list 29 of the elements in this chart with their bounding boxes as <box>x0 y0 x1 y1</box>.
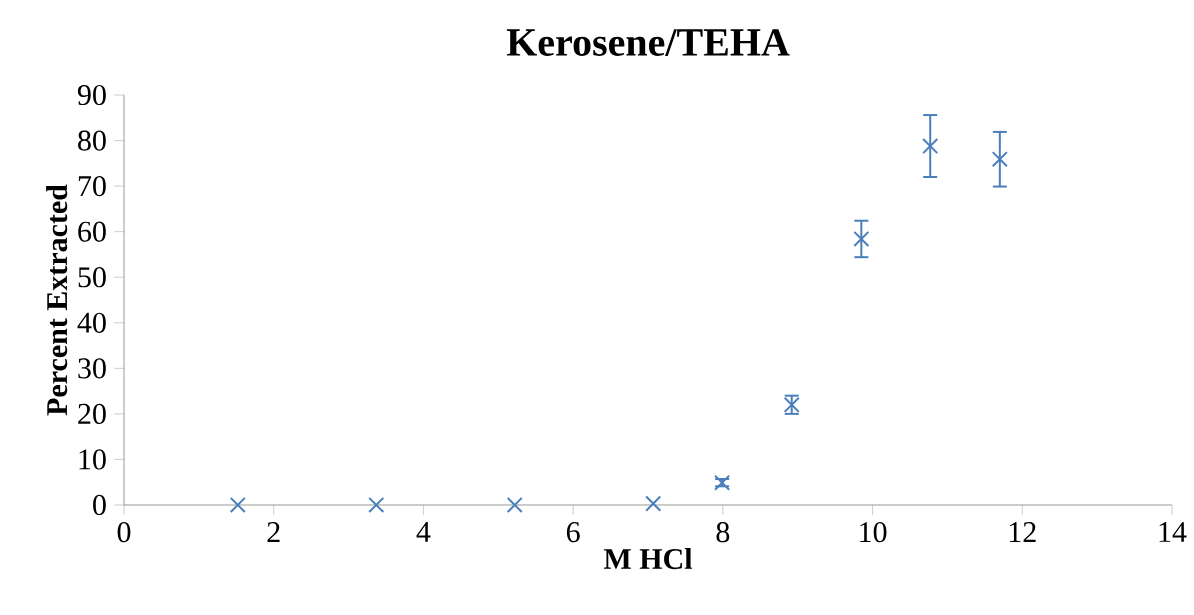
x-tick-label: 4 <box>416 522 431 542</box>
y-tick-label: 90 <box>77 84 106 106</box>
x-tick-label: 0 <box>117 522 131 543</box>
y-tick-label: 40 <box>77 312 106 333</box>
y-tick-label: 50 <box>78 267 106 288</box>
point <box>645 495 662 512</box>
y-tick-label: 0 <box>93 494 106 516</box>
y-tick-label: 10 <box>79 449 106 470</box>
x-tick-label: 10 <box>860 522 887 543</box>
y-tick-label: 70 <box>78 175 106 197</box>
x-axis-title: M HCl <box>603 548 693 570</box>
x-tick-label: 8 <box>716 522 730 543</box>
y-tick-label: 60 <box>78 221 106 242</box>
point <box>714 474 731 491</box>
point <box>991 151 1008 168</box>
y-tick-label: 30 <box>78 358 106 379</box>
x-tick-label: 2 <box>267 522 280 542</box>
point <box>368 496 385 514</box>
y-axis-title: Percent Extracted <box>46 184 68 416</box>
y-tick-label: 20 <box>78 403 106 424</box>
x-tick-label: 14 <box>1159 522 1187 542</box>
x-tick-label: 12 <box>1009 522 1036 542</box>
chart-title: Kerosene/TEHA <box>506 29 790 56</box>
point <box>853 230 870 248</box>
x-tick-label: 6 <box>566 522 580 543</box>
point <box>229 496 246 514</box>
point <box>922 137 939 155</box>
point <box>506 496 523 514</box>
y-tick-label: 80 <box>78 130 106 151</box>
